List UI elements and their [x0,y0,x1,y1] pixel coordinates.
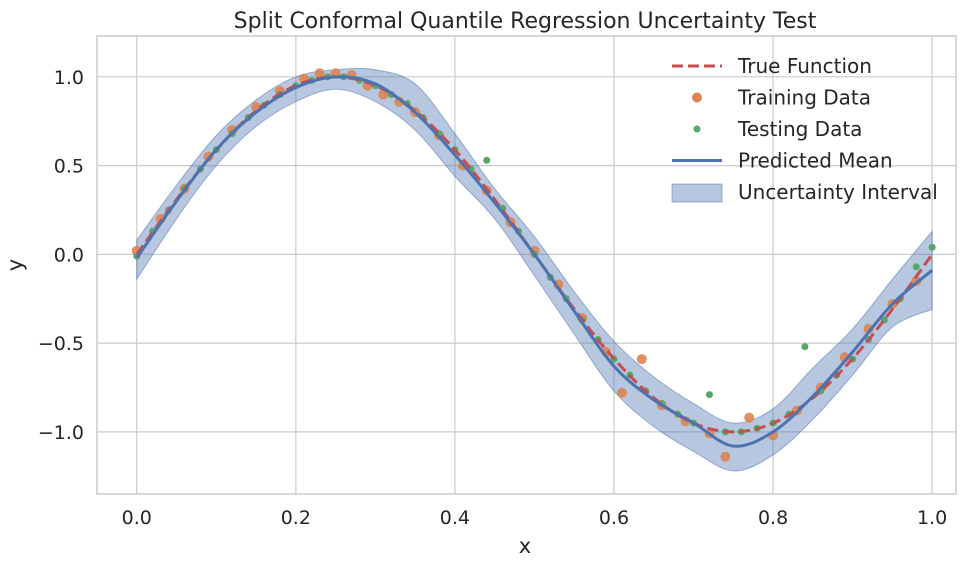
x-tick-labels: 0.0 0.2 0.4 0.6 0.8 1.0 [122,507,948,529]
training-point-29 [744,412,755,423]
legend-swatch-testing-data [693,125,701,133]
testing-point-22 [483,156,491,164]
x-tick-label-2: 0.4 [440,507,470,529]
training-point-28 [720,451,731,462]
y-tick-label-3: 0.5 [54,156,84,178]
legend-label-predicted: Predicted Mean [738,149,893,173]
legend-label-testing: Testing Data [737,117,862,141]
testing-point-36 [705,391,713,399]
predicted-mean-line [135,75,934,448]
uncertainty-interval-band [136,67,933,472]
x-tick-label-4: 0.8 [758,507,788,529]
x-axis-label: x [519,534,531,558]
x-tick-label-0: 0.0 [122,507,152,529]
training-point-24 [636,354,647,365]
y-tick-label-4: 1.0 [54,67,84,89]
testing-point-42 [801,343,809,351]
y-tick-labels: −1.0 −0.5 0.0 0.5 1.0 [38,67,84,444]
x-tick-label-3: 0.6 [599,507,629,529]
y-tick-label-2: 0.0 [54,244,84,266]
testing-point-49 [912,263,920,271]
legend-item-true-function: True Function [672,54,872,78]
testing-point-50 [928,243,936,251]
y-tick-label-0: −1.0 [38,422,84,444]
legend-label-training: Training Data [737,86,871,110]
training-point-8 [314,68,325,79]
legend: True Function Training Data Testing Data Pr… [671,54,938,204]
y-axis-label: y [3,259,27,271]
x-tick-label-1: 0.2 [281,507,311,529]
x-tick-label-5: 1.0 [917,507,947,529]
chart-title: Split Conformal Quantile Regression Unce… [234,9,817,34]
legend-swatch-training-data [692,92,702,103]
legend-item-testing: Testing Data [693,117,862,141]
legend-item-predicted: Predicted Mean [672,149,893,173]
legend-swatch-uncertainty-interval [671,183,723,203]
training-point-23 [616,387,627,398]
legend-label-true-function: True Function [737,54,872,78]
y-tick-label-1: −0.5 [38,333,84,355]
legend-item-interval: Uncertainty Interval [671,180,938,204]
legend-label-interval: Uncertainty Interval [738,180,938,204]
legend-item-training: Training Data [692,86,871,110]
plot-frame [96,35,957,495]
